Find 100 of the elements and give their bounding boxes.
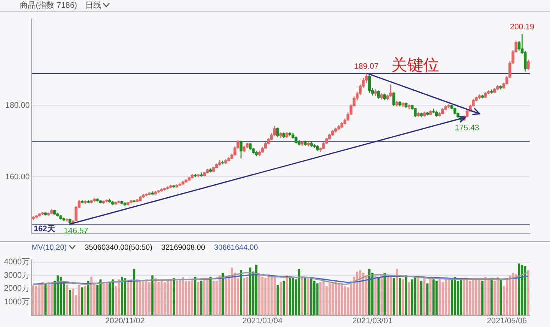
bar xyxy=(482,280,484,316)
bar xyxy=(469,280,472,316)
bar xyxy=(210,277,212,316)
candlestick xyxy=(390,84,392,98)
bar xyxy=(314,280,316,316)
bar xyxy=(344,286,346,316)
bar xyxy=(460,280,462,316)
bar xyxy=(240,270,242,316)
bar xyxy=(463,278,466,316)
x-tick-label: 2021/03/01 xyxy=(352,316,394,326)
bar xyxy=(276,284,280,316)
bar xyxy=(515,274,518,316)
bar xyxy=(420,280,423,316)
chart-title: 商品(指数 7186) xyxy=(20,0,78,11)
bar xyxy=(100,280,102,316)
annotation: 146.57 xyxy=(64,226,89,236)
candlestick xyxy=(392,92,396,107)
bar xyxy=(402,280,404,316)
bar xyxy=(408,282,410,316)
bar xyxy=(206,280,209,316)
annotation: 162天 xyxy=(34,224,56,234)
y-tick-label: 2000万 xyxy=(4,284,30,294)
bar xyxy=(176,280,178,316)
bar xyxy=(378,277,380,316)
bar xyxy=(81,288,84,316)
x-tick-label: 2021/05/06 xyxy=(487,316,528,326)
bar xyxy=(430,278,432,316)
x-tick-label: 2021/01/04 xyxy=(242,316,284,326)
bar xyxy=(200,280,203,316)
bar xyxy=(426,284,429,316)
bar xyxy=(484,277,487,316)
bar xyxy=(390,277,392,316)
bar xyxy=(518,264,520,316)
bar xyxy=(392,278,396,316)
bar xyxy=(350,280,352,316)
bar xyxy=(411,280,414,316)
candlestick xyxy=(527,59,530,71)
bar xyxy=(490,278,493,316)
bar xyxy=(102,282,105,316)
bar xyxy=(417,278,420,316)
candlestick xyxy=(414,108,417,118)
bar xyxy=(328,284,331,316)
bar xyxy=(270,276,273,316)
bar xyxy=(307,278,310,316)
bar xyxy=(182,277,184,316)
candlestick xyxy=(276,127,280,138)
y-tick-label: 180.00 xyxy=(6,101,31,110)
bar xyxy=(292,278,294,316)
bar xyxy=(405,276,408,316)
bar xyxy=(127,282,130,316)
bar xyxy=(124,278,126,316)
annotation: 关键位 xyxy=(391,56,440,75)
bar xyxy=(320,282,322,316)
bar xyxy=(154,278,157,316)
bar xyxy=(494,280,496,316)
y-tick-label: 4000万 xyxy=(4,258,30,267)
bar xyxy=(436,280,438,316)
bar xyxy=(262,277,264,316)
bar xyxy=(432,280,435,316)
bar xyxy=(282,280,286,316)
bar xyxy=(380,274,383,316)
bar xyxy=(160,280,163,316)
bar xyxy=(457,280,460,316)
y-tick-label: 3000万 xyxy=(4,270,30,280)
bar xyxy=(212,280,215,316)
bar xyxy=(322,280,325,316)
bar xyxy=(179,280,182,316)
bar xyxy=(42,282,44,316)
y-tick-label: 1000万 xyxy=(4,297,30,306)
bar xyxy=(268,274,270,316)
annotation: 175.43 xyxy=(455,124,480,132)
bar xyxy=(246,277,248,316)
bar xyxy=(48,282,50,316)
bar xyxy=(512,273,514,316)
bar xyxy=(69,290,72,316)
bar xyxy=(130,280,132,316)
bar xyxy=(188,280,190,316)
bar xyxy=(374,276,377,316)
bar xyxy=(44,284,47,316)
bar xyxy=(166,280,170,316)
candlestick xyxy=(368,74,372,94)
annotation: 200.19 xyxy=(510,22,536,32)
bar xyxy=(399,278,402,316)
annotation: 189.07 xyxy=(354,62,380,71)
bar xyxy=(185,280,188,316)
bar xyxy=(316,284,319,316)
candlestick xyxy=(273,125,276,137)
bar xyxy=(66,284,68,316)
bar xyxy=(243,278,246,316)
bar xyxy=(78,284,80,316)
bar xyxy=(372,273,374,316)
bar xyxy=(289,278,292,316)
bar xyxy=(158,282,160,316)
x-tick-label: 2020/11/02 xyxy=(105,316,146,326)
y-tick-label: 160.00 xyxy=(6,172,31,182)
bar xyxy=(152,276,154,316)
bar xyxy=(298,269,300,316)
bar xyxy=(72,288,74,316)
bar xyxy=(224,278,228,316)
candlestick xyxy=(365,73,368,84)
